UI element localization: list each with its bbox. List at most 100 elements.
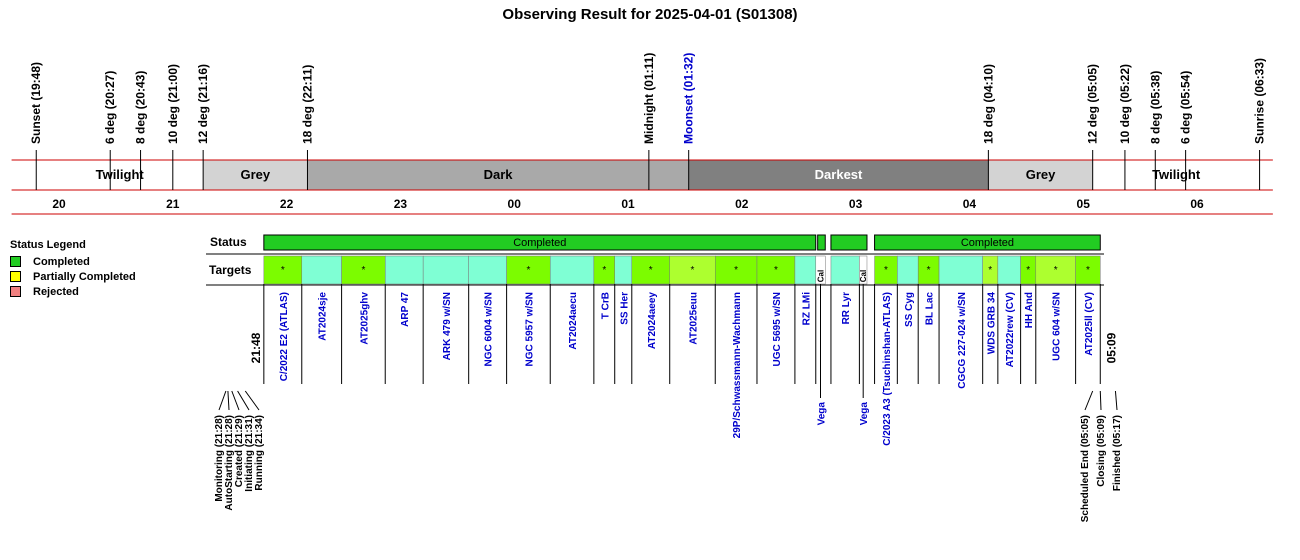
target-name-7: AT2024aecu: [568, 292, 579, 350]
target-block-13: [756, 255, 796, 285]
target-block-10: [631, 255, 670, 285]
end-event-leader-0: [1084, 390, 1094, 411]
target-mark-24: *: [1026, 265, 1030, 276]
target-name-5: NGC 6004 w/SN: [484, 292, 495, 366]
start-event-label-3: Initiating (21:31): [244, 415, 255, 492]
target-name-24: HH And: [1024, 292, 1035, 328]
start-time-marker: 21:48: [249, 332, 263, 363]
status-segment-1: [817, 234, 826, 251]
target-name-10: AT2024aeey: [647, 292, 658, 350]
target-name-21: CGCG 227-024 w/SN: [957, 292, 968, 389]
target-block-1: [301, 255, 342, 285]
legend-swatch-partial: [10, 271, 21, 282]
target-mark-15: Cal: [817, 270, 826, 282]
start-event-leader-0: [218, 390, 227, 411]
target-name-13: UGC 5695 w/SN: [772, 292, 783, 366]
hour-label-20: 20: [52, 197, 66, 211]
hour-label-00: 00: [508, 197, 522, 211]
phase-band-0: [11, 160, 37, 190]
hour-label-03: 03: [849, 197, 863, 211]
target-mark-26: *: [1086, 265, 1090, 276]
target-mark-2: *: [361, 265, 365, 276]
target-mark-0: *: [281, 265, 285, 276]
target-name-25: UGC 604 w/SN: [1052, 292, 1063, 361]
target-name-4: ARK 479 w/SN: [442, 292, 453, 360]
target-block-2: [341, 255, 386, 285]
status-segment-2: [830, 234, 868, 251]
target-name-6: NGC 5957 w/SN: [524, 292, 535, 366]
end-event-leader-2: [1114, 390, 1118, 411]
phase-band-6: [1092, 160, 1260, 190]
target-name-18: C/2023 A3 (Tsuchinshan-ATLAS): [882, 292, 893, 446]
end-event-label-2: Finished (05:17): [1112, 415, 1123, 491]
target-mark-13: *: [774, 265, 778, 276]
target-name-8: T CrB: [600, 292, 611, 319]
target-name-14: RZ LMi: [801, 292, 812, 326]
target-mark-18: *: [884, 265, 888, 276]
status-segment-0: [263, 234, 817, 251]
event-label-0: Sunset (19:48): [29, 62, 43, 144]
event-label-11: 8 deg (05:38): [1148, 71, 1162, 144]
phase-label-6: Twilight: [1152, 167, 1201, 182]
target-name-16: RR Lyr: [841, 292, 852, 325]
target-mark-17: Cal: [859, 270, 868, 282]
target-name-20: BL Lac: [925, 292, 936, 326]
chart-title: Observing Result for 2025-04-01 (S01308): [502, 6, 798, 23]
target-name-0: C/2022 E2 (ATLAS): [279, 292, 290, 381]
target-block-0: [263, 255, 303, 285]
status-row-label: Status: [210, 235, 247, 249]
target-name-26: AT2025ll (CV): [1084, 292, 1095, 356]
target-block-12: [714, 255, 758, 285]
end-time-marker: 05:09: [1104, 332, 1118, 363]
event-label-12: 6 deg (05:54): [1179, 71, 1193, 144]
legend-item-partial: Partially Completed: [10, 269, 136, 284]
target-name-11: AT2025euu: [688, 292, 699, 345]
event-label-9: 12 deg (05:05): [1086, 64, 1100, 144]
target-name-1: AT2024sje: [318, 292, 329, 341]
phase-label-2: Grey: [240, 167, 270, 182]
phase-band-5: [988, 160, 1093, 190]
start-event-leader-1: [227, 390, 230, 411]
legend-label-partial: Partially Completed: [33, 270, 136, 283]
event-label-4: 12 deg (21:16): [196, 64, 210, 144]
start-event-leader-3: [237, 390, 250, 411]
target-block-19: [897, 255, 919, 285]
status-label-0: Completed: [513, 237, 566, 249]
target-block-21: [938, 255, 983, 285]
target-name-23: AT2022rew (CV): [1005, 292, 1016, 367]
status-segment-3: [874, 234, 1101, 251]
target-mark-8: *: [602, 265, 606, 276]
end-event-label-1: Closing (05:09): [1096, 415, 1107, 487]
target-name-3: ARP 47: [400, 292, 411, 327]
legend-label-completed: Completed: [33, 255, 90, 268]
target-block-7: [549, 255, 595, 285]
hour-label-06: 06: [1190, 197, 1204, 211]
start-event-label-4: Running (21:34): [254, 415, 265, 491]
start-event-leader-2: [231, 390, 240, 411]
phase-label-5: Grey: [1026, 167, 1056, 182]
event-label-13: Sunrise (06:33): [1253, 58, 1267, 144]
target-name-22: WDS GRB 34: [986, 292, 997, 355]
event-label-6: Midnight (01:11): [642, 53, 656, 144]
phase-label-4: Darkest: [815, 167, 863, 182]
hour-label-05: 05: [1077, 197, 1091, 211]
target-mark-20: *: [927, 265, 931, 276]
event-label-3: 10 deg (21:00): [166, 64, 180, 144]
targets-row-label: Targets: [209, 263, 252, 277]
target-block-11: [669, 255, 716, 285]
hour-label-01: 01: [621, 197, 635, 211]
target-block-5: [468, 255, 507, 285]
target-block-23: [997, 255, 1021, 285]
status-label-3: Completed: [961, 237, 1014, 249]
target-name-17: Vega: [859, 402, 870, 426]
target-name-19: SS Cyg: [904, 292, 915, 327]
start-event-leader-4: [244, 390, 260, 411]
legend-item-rejected: Rejected: [10, 284, 136, 299]
phase-band-3: [307, 160, 689, 190]
hour-label-22: 22: [280, 197, 294, 211]
phase-band-2: [203, 160, 308, 190]
phase-band-7: [1259, 160, 1273, 190]
status-legend: Status Legend Completed Partially Comple…: [10, 239, 136, 299]
target-mark-10: *: [649, 265, 653, 276]
